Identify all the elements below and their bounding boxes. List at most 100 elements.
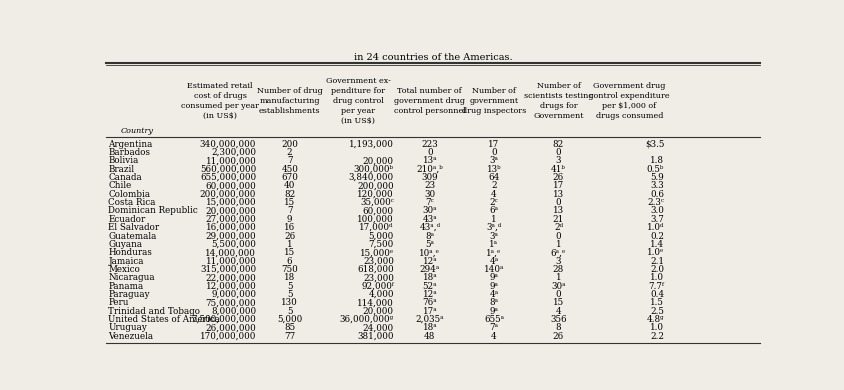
Text: 0: 0 <box>490 148 496 157</box>
Text: 18ᵃ: 18ᵃ <box>422 323 436 332</box>
Text: 12ᵃ: 12ᵃ <box>422 257 436 266</box>
Text: 2,035ᵃ: 2,035ᵃ <box>415 315 444 324</box>
Text: 1: 1 <box>555 273 560 282</box>
Text: 0: 0 <box>555 290 560 299</box>
Text: $3.5: $3.5 <box>644 140 663 149</box>
Text: 9ᵃ: 9ᵃ <box>489 307 498 316</box>
Text: 1ᵃ,ᵉ: 1ᵃ,ᵉ <box>485 248 501 257</box>
Text: Dominican Republic: Dominican Republic <box>108 206 197 215</box>
Text: 0.6: 0.6 <box>650 190 663 199</box>
Text: 28: 28 <box>552 265 564 274</box>
Text: 381,000: 381,000 <box>357 332 393 341</box>
Text: 24,000: 24,000 <box>362 323 393 332</box>
Text: Canada: Canada <box>108 173 142 182</box>
Text: 1.0ᵉ: 1.0ᵉ <box>647 248 663 257</box>
Text: 1.8: 1.8 <box>650 156 663 165</box>
Text: 4ᵃ: 4ᵃ <box>489 257 498 266</box>
Text: 11,000,000: 11,000,000 <box>205 257 256 266</box>
Text: Estimated retail
cost of drugs
consumed per year
(in US$): Estimated retail cost of drugs consumed … <box>181 82 259 120</box>
Text: Ecuador: Ecuador <box>108 215 145 224</box>
Text: Uruguay: Uruguay <box>108 323 147 332</box>
Text: 200,000,000: 200,000,000 <box>200 190 256 199</box>
Text: 60,000: 60,000 <box>362 206 393 215</box>
Text: Bolivia: Bolivia <box>108 156 138 165</box>
Text: 6ᵃ,ᵉ: 6ᵃ,ᵉ <box>550 248 565 257</box>
Text: 12ᵃ: 12ᵃ <box>422 290 436 299</box>
Text: United States of America: United States of America <box>108 315 219 324</box>
Text: Total number of
government drug
control personnel: Total number of government drug control … <box>393 87 465 115</box>
Text: 29,000,000: 29,000,000 <box>205 232 256 241</box>
Text: Barbados: Barbados <box>108 148 150 157</box>
Text: 64: 64 <box>488 173 499 182</box>
Text: 1.5: 1.5 <box>650 298 663 307</box>
Text: 43ᵃ,ᵈ: 43ᵃ,ᵈ <box>419 223 440 232</box>
Text: Guatemala: Guatemala <box>108 232 156 241</box>
Text: 9,000,000: 9,000,000 <box>211 290 256 299</box>
Text: 560,000,000: 560,000,000 <box>200 165 256 174</box>
Text: 3.3: 3.3 <box>650 181 663 190</box>
Text: Jamaica: Jamaica <box>108 257 143 266</box>
Text: 4ᵃ: 4ᵃ <box>489 290 498 299</box>
Text: 20,000: 20,000 <box>362 156 393 165</box>
Text: 8ᵃ: 8ᵃ <box>489 298 498 307</box>
Text: Country: Country <box>121 127 154 135</box>
Text: 23,000: 23,000 <box>362 273 393 282</box>
Text: Guyana: Guyana <box>108 240 142 249</box>
Text: 27,000,000: 27,000,000 <box>205 215 256 224</box>
Text: 17: 17 <box>552 181 564 190</box>
Text: 3.7: 3.7 <box>650 215 663 224</box>
Text: 26,000,000: 26,000,000 <box>205 323 256 332</box>
Text: 23,000: 23,000 <box>362 257 393 266</box>
Text: Number of drug
manufacturing
establishments: Number of drug manufacturing establishme… <box>257 87 322 115</box>
Text: 5: 5 <box>287 290 292 299</box>
Text: 92,000ᶠ: 92,000ᶠ <box>360 282 393 291</box>
Text: 13: 13 <box>552 190 563 199</box>
Text: 1.0: 1.0 <box>650 273 663 282</box>
Text: Venezuela: Venezuela <box>108 332 154 341</box>
Text: 60,000,000: 60,000,000 <box>205 181 256 190</box>
Text: 75,000,000: 75,000,000 <box>205 298 256 307</box>
Text: Argentina: Argentina <box>108 140 153 149</box>
Text: 0.4: 0.4 <box>649 290 663 299</box>
Text: 85: 85 <box>284 323 295 332</box>
Text: Number of
scientists testing
drugs for
Government: Number of scientists testing drugs for G… <box>523 82 592 120</box>
Text: 0.2: 0.2 <box>650 232 663 241</box>
Text: 2.1: 2.1 <box>650 257 663 266</box>
Text: 23: 23 <box>424 181 435 190</box>
Text: El Salvador: El Salvador <box>108 223 160 232</box>
Text: 8ᵃ: 8ᵃ <box>425 232 434 241</box>
Text: 200: 200 <box>281 140 298 149</box>
Text: 9ᵃ: 9ᵃ <box>489 273 498 282</box>
Text: 315,000,000: 315,000,000 <box>200 265 256 274</box>
Text: 7.7ᶠ: 7.7ᶠ <box>647 282 663 291</box>
Text: 7: 7 <box>286 156 292 165</box>
Text: 5,500,000: 5,500,000 <box>211 240 256 249</box>
Text: 340,000,000: 340,000,000 <box>200 140 256 149</box>
Text: 7: 7 <box>286 206 292 215</box>
Text: 3ᵃ,ᵈ: 3ᵃ,ᵈ <box>485 223 501 232</box>
Text: 15,000,000: 15,000,000 <box>205 198 256 207</box>
Text: 18ᵃ: 18ᵃ <box>422 273 436 282</box>
Text: 36,000,000ᵍ: 36,000,000ᵍ <box>339 315 393 324</box>
Text: 1: 1 <box>286 240 292 249</box>
Text: 8,000,000: 8,000,000 <box>211 307 256 316</box>
Text: 13ᵃ: 13ᵃ <box>422 156 436 165</box>
Text: Costa Rica: Costa Rica <box>108 198 155 207</box>
Text: Government drug
control expenditure
per $1,000 of
drugs consumed: Government drug control expenditure per … <box>588 82 669 120</box>
Text: 10ᵃ,ᵉ: 10ᵃ,ᵉ <box>419 248 440 257</box>
Text: Peru: Peru <box>108 298 128 307</box>
Text: 2.0: 2.0 <box>650 265 663 274</box>
Text: 140ᵃ: 140ᵃ <box>483 265 504 274</box>
Text: 13ᵇ: 13ᵇ <box>486 165 500 174</box>
Text: 20,000: 20,000 <box>362 307 393 316</box>
Text: 300,000ᵇ: 300,000ᵇ <box>354 165 393 174</box>
Text: 52ᵃ: 52ᵃ <box>422 282 436 291</box>
Text: 2.2: 2.2 <box>650 332 663 341</box>
Text: 14,000,000: 14,000,000 <box>205 248 256 257</box>
Text: 77: 77 <box>284 332 295 341</box>
Text: 1.0: 1.0 <box>650 323 663 332</box>
Text: 223: 223 <box>421 140 438 149</box>
Text: 0: 0 <box>426 148 432 157</box>
Text: 0: 0 <box>555 148 560 157</box>
Text: 20,000,000: 20,000,000 <box>205 206 256 215</box>
